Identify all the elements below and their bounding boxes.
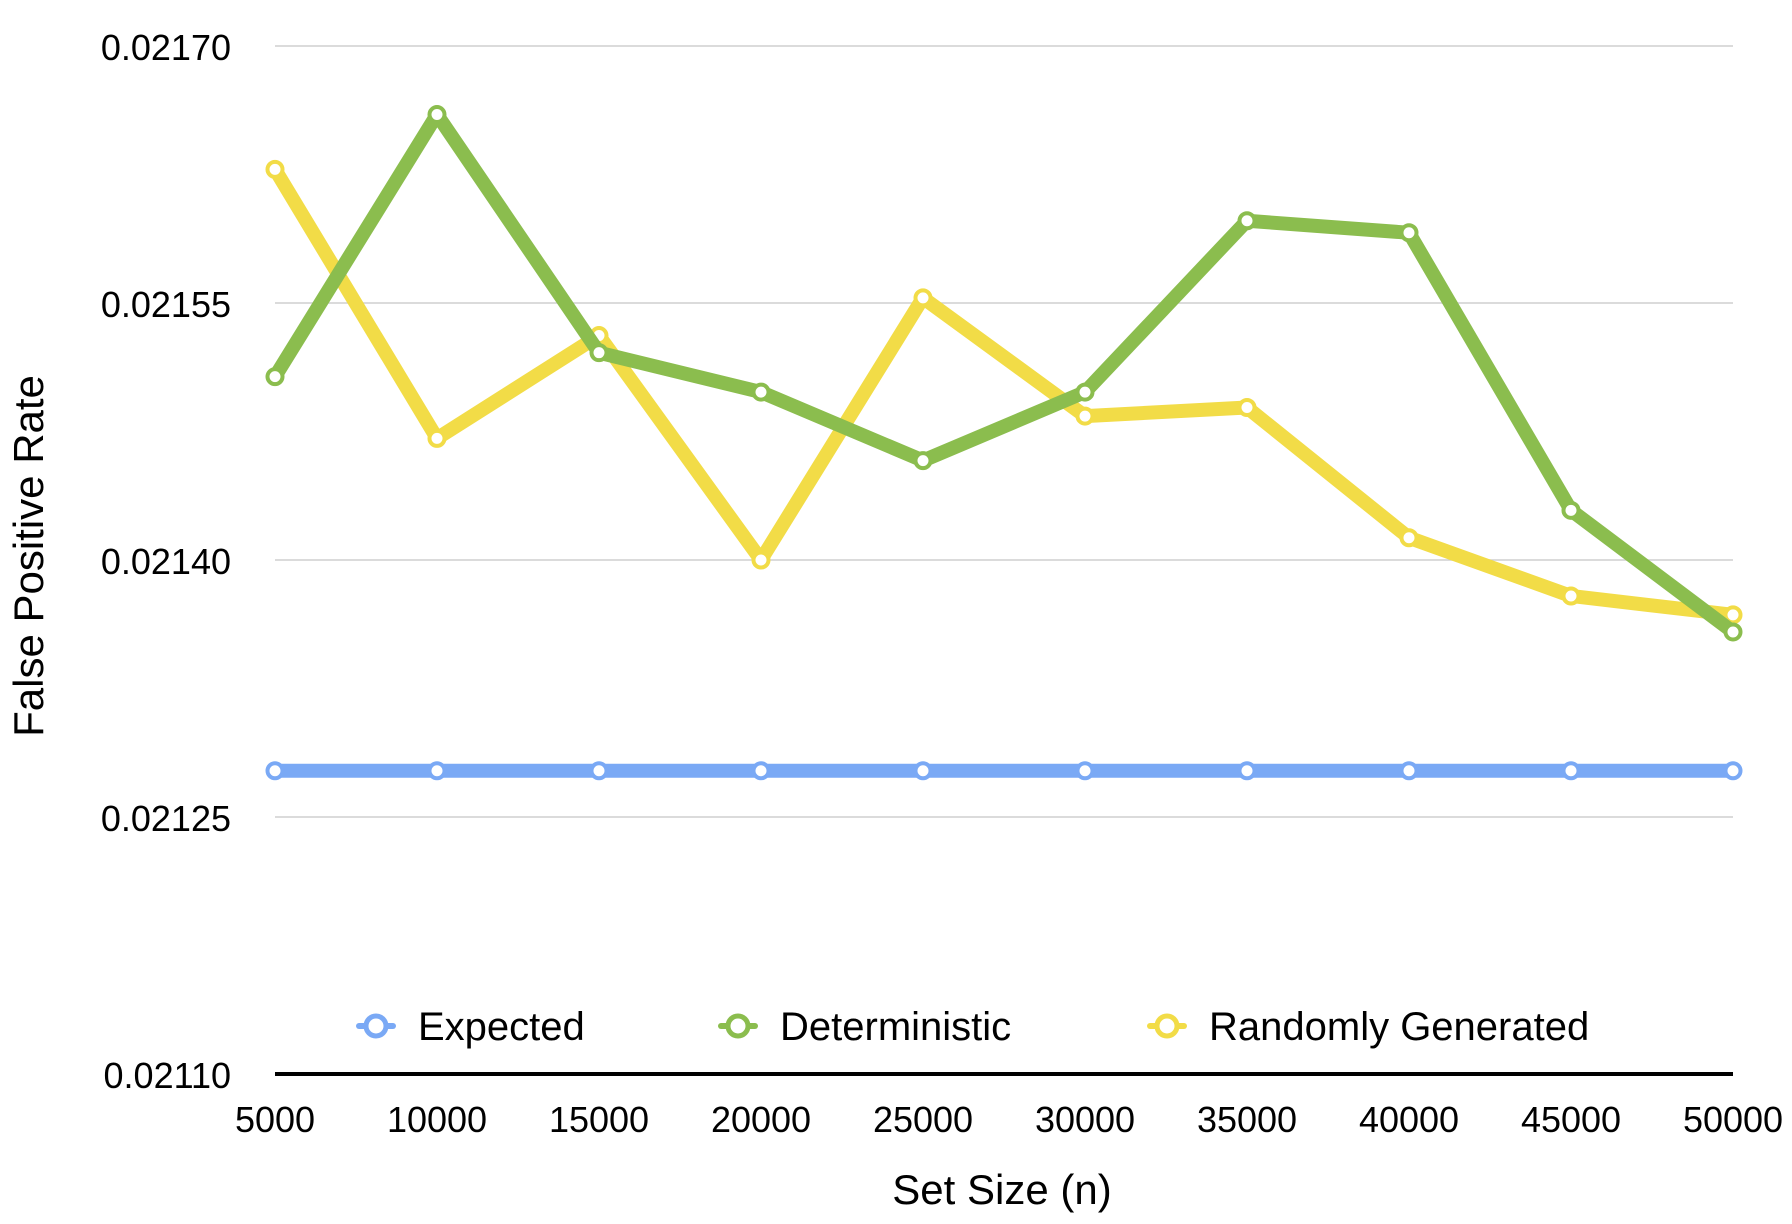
series-deterministic bbox=[265, 105, 1743, 642]
x-tick-label: 45000 bbox=[1521, 1099, 1621, 1140]
data-point-randomly-generated bbox=[1075, 406, 1095, 426]
data-point-deterministic bbox=[751, 382, 771, 402]
x-tick-label: 10000 bbox=[387, 1099, 487, 1140]
legend-item-randomly-generated: Randomly Generated bbox=[1147, 1005, 1589, 1049]
y-tick-label: 0.02155 bbox=[101, 284, 231, 325]
data-point-deterministic bbox=[589, 343, 609, 363]
x-tick-label: 50000 bbox=[1683, 1099, 1783, 1140]
legend-label: Randomly Generated bbox=[1209, 1005, 1589, 1049]
legend-marker-icon bbox=[1154, 1013, 1180, 1039]
x-tick-label: 30000 bbox=[1035, 1099, 1135, 1140]
data-point-randomly-generated bbox=[1237, 398, 1257, 418]
data-point-deterministic bbox=[1723, 622, 1743, 642]
y-tick-label: 0.02125 bbox=[101, 798, 231, 839]
data-point-deterministic bbox=[1561, 500, 1581, 520]
data-point-expected bbox=[1723, 761, 1743, 781]
y-axis-ticks: 0.02110 0.02125 0.02140 0.02155 0.02170 bbox=[101, 27, 231, 1096]
data-point-deterministic bbox=[1237, 211, 1257, 231]
data-point-expected bbox=[913, 761, 933, 781]
x-tick-label: 25000 bbox=[873, 1099, 973, 1140]
data-point-randomly-generated bbox=[427, 428, 447, 448]
data-point-expected bbox=[427, 761, 447, 781]
y-tick-label: 0.02170 bbox=[101, 27, 231, 68]
y-tick-label: 0.02140 bbox=[101, 541, 231, 582]
series-lines bbox=[265, 105, 1743, 781]
data-point-expected bbox=[265, 761, 285, 781]
series-expected bbox=[265, 761, 1743, 781]
legend-item-expected: Expected bbox=[356, 1005, 585, 1049]
series-line-deterministic bbox=[268, 107, 1740, 639]
data-point-deterministic bbox=[265, 367, 285, 387]
x-tick-label: 5000 bbox=[235, 1099, 315, 1140]
series-randomly-generated bbox=[265, 159, 1743, 625]
x-tick-label: 20000 bbox=[711, 1099, 811, 1140]
series-line-randomly-generated bbox=[268, 162, 1740, 622]
legend-marker-icon bbox=[725, 1013, 751, 1039]
x-tick-label: 15000 bbox=[549, 1099, 649, 1140]
data-point-randomly-generated bbox=[913, 288, 933, 308]
y-tick-label: 0.02110 bbox=[104, 1055, 231, 1096]
x-axis-title: Set Size (n) bbox=[892, 1166, 1111, 1213]
data-point-deterministic bbox=[1075, 382, 1095, 402]
data-point-randomly-generated bbox=[1561, 586, 1581, 606]
legend-label: Expected bbox=[418, 1005, 585, 1049]
data-point-expected bbox=[1399, 761, 1419, 781]
data-point-randomly-generated bbox=[1399, 528, 1419, 548]
data-point-expected bbox=[1237, 761, 1257, 781]
data-point-randomly-generated bbox=[1723, 605, 1743, 625]
data-point-expected bbox=[1561, 761, 1581, 781]
data-point-randomly-generated bbox=[265, 159, 285, 179]
legend-item-deterministic: Deterministic bbox=[718, 1005, 1011, 1049]
x-tick-label: 40000 bbox=[1359, 1099, 1459, 1140]
data-point-expected bbox=[751, 761, 771, 781]
legend-marker-icon bbox=[363, 1013, 389, 1039]
data-point-expected bbox=[589, 761, 609, 781]
data-point-randomly-generated bbox=[751, 550, 771, 570]
data-point-deterministic bbox=[913, 451, 933, 471]
data-point-deterministic bbox=[427, 105, 447, 125]
x-tick-label: 35000 bbox=[1197, 1099, 1297, 1140]
x-axis-ticks: 5000 10000 15000 20000 25000 30000 35000 40000 4… bbox=[235, 1099, 1783, 1140]
legend: Expected Deterministic Randomly Generated bbox=[356, 1005, 1589, 1049]
legend-label: Deterministic bbox=[780, 1005, 1011, 1049]
data-point-expected bbox=[1075, 761, 1095, 781]
data-point-deterministic bbox=[1399, 223, 1419, 243]
y-axis-title: False Positive Rate bbox=[5, 375, 52, 737]
